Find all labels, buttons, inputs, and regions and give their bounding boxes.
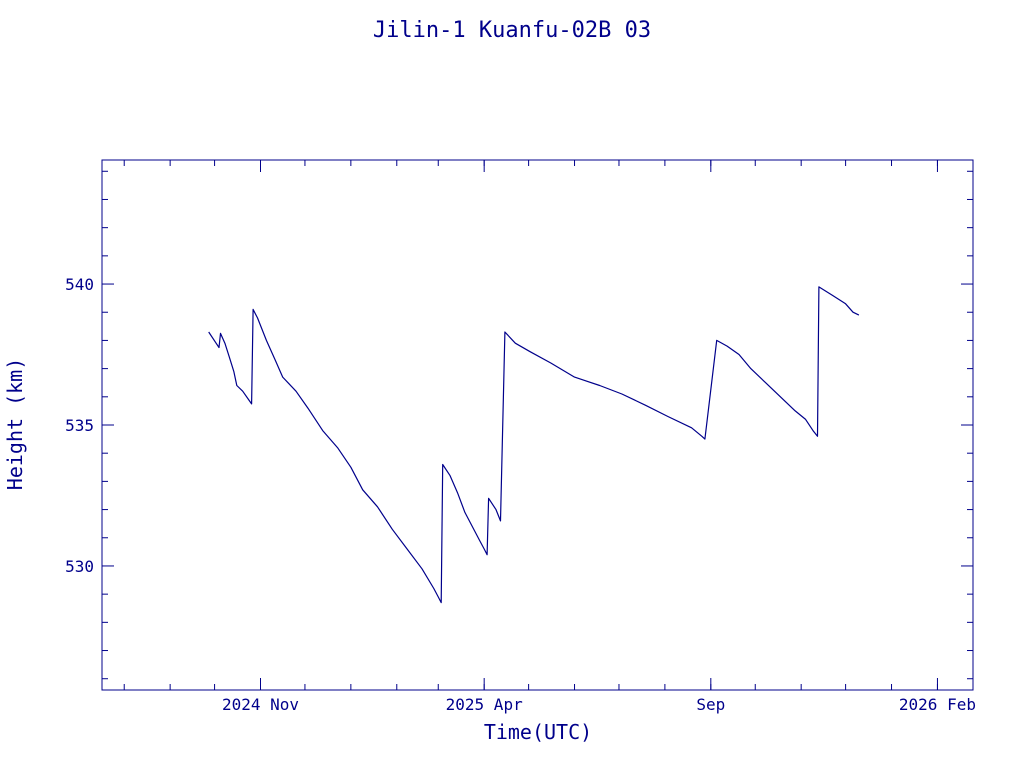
y-tick-label: 535	[65, 416, 94, 435]
x-tick-label: Sep	[696, 695, 725, 714]
x-tick-label: 2024 Nov	[222, 695, 299, 714]
tick-labels: 530 535 540 2024 Nov 2025 Apr Sep 2026 Feb	[65, 275, 976, 714]
y-axis-title: Height (km)	[3, 358, 27, 490]
y-tick-label: 540	[65, 275, 94, 294]
y-tick-label: 530	[65, 557, 94, 576]
chart-title: Jilin-1 Kuanfu-02B 03	[373, 18, 651, 43]
x-tick-label: 2025 Apr	[446, 695, 523, 714]
plot-area	[101, 159, 974, 691]
axis-ticks	[102, 160, 973, 690]
x-axis-title: Time(UTC)	[484, 720, 592, 744]
height-series-line	[208, 286, 860, 604]
plot-frame	[101, 159, 974, 691]
x-tick-label: 2026 Feb	[899, 695, 976, 714]
series-group	[208, 286, 860, 604]
